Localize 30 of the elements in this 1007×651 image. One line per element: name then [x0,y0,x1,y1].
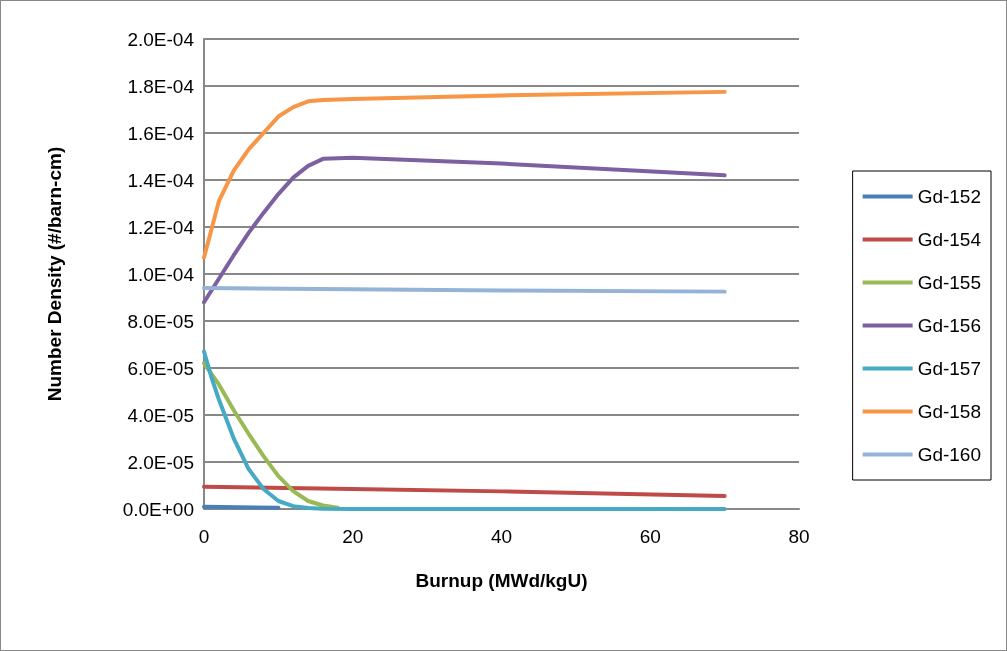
x-tick-label: 20 [342,526,364,547]
x-tick-label: 60 [639,526,661,547]
y-tick-label: 0.0E+00 [122,498,194,520]
x-tick-label: 80 [788,526,810,547]
legend-label: Gd-157 [917,358,981,379]
y-tick-label: 8.0E-05 [127,310,194,332]
legend-label: Gd-154 [917,229,982,250]
x-tick-label: 40 [490,526,513,547]
legend-label: Gd-160 [917,444,981,465]
x-tick-label: 0 [198,526,210,547]
y-tick-label: 1.2E-04 [127,216,195,238]
line-series [202,349,727,511]
x-axis-title: Burnup (MWd/kgU) [415,570,588,591]
line-series [202,155,727,305]
y-tick-label: 6.0E-05 [127,357,194,379]
y-tick-label: 1.4E-04 [127,169,195,191]
legend-label: Gd-152 [917,186,981,207]
line-series [202,484,727,499]
y-tick-label: 1.0E-04 [127,263,195,285]
legend-label: Gd-158 [917,401,981,422]
line-series [202,89,727,260]
y-tick-label: 1.8E-04 [127,75,195,97]
y-tick-label: 4.0E-05 [127,404,194,426]
y-tick-label: 2.0E-04 [127,28,195,50]
y-tick-label: 1.6E-04 [127,122,195,144]
y-axis-title: Number Density (#/barn-cm) [44,146,65,402]
line-series [202,361,340,510]
y-tick-label: 2.0E-05 [127,451,194,473]
legend-label: Gd-155 [917,272,981,293]
legend-label: Gd-156 [917,315,981,336]
